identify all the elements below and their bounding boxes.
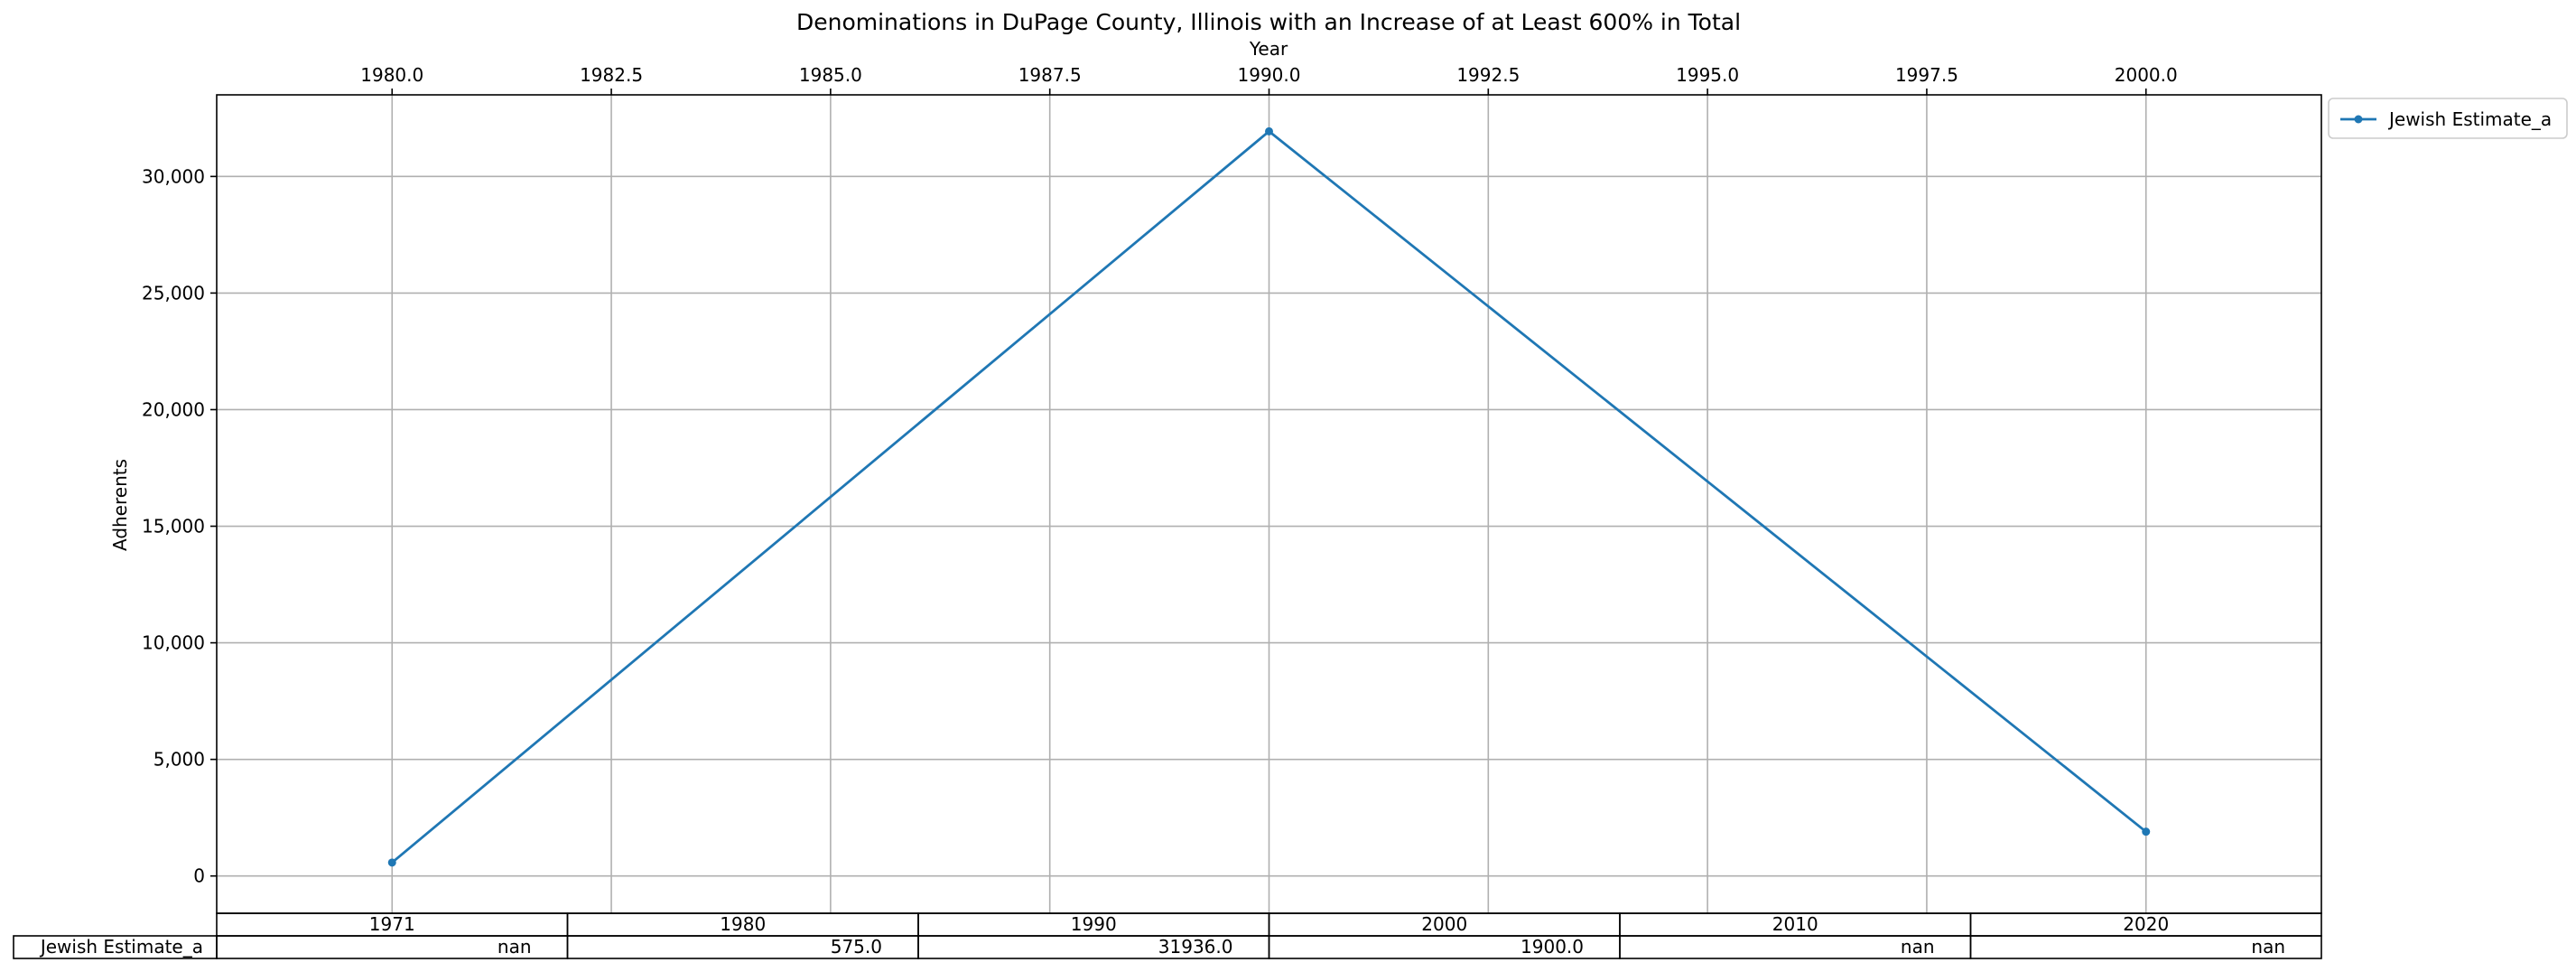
table-cell-value: 575.0	[831, 936, 882, 958]
y-tick-label: 30,000	[142, 165, 205, 187]
legend: Jewish Estimate_a	[2328, 98, 2568, 139]
table-header-text: 1990	[1071, 913, 1117, 935]
data-table: 1971 1980 1990 2000 2010 2020 Jewish Estimate_…	[13, 912, 2322, 959]
data-point	[1265, 126, 1273, 136]
table-cell-value: nan	[1901, 936, 1935, 958]
x-tick-label: 1992.5	[1456, 64, 1520, 86]
y-tick-label: 15,000	[142, 516, 205, 537]
x-tick-label: 1980.0	[360, 64, 423, 86]
table-cell-value: 1900.0	[1520, 936, 1584, 958]
data-point	[387, 858, 396, 867]
table-cell-value: nan	[498, 936, 532, 958]
grid-layer	[217, 95, 2321, 913]
table-header-text: 2010	[1772, 913, 1818, 935]
x-tick-label: 1987.5	[1018, 64, 1082, 86]
y-tick-label: 0	[193, 865, 205, 887]
table-cell-value: nan	[2251, 936, 2285, 958]
y-tick-label: 25,000	[142, 282, 205, 304]
x-tick-label: 1990.0	[1238, 64, 1301, 86]
table-cell	[1969, 935, 2322, 959]
legend-box	[2328, 98, 2568, 139]
x-tick-label: 1997.5	[1895, 64, 1958, 86]
table-cell-value: 31936.0	[1158, 936, 1233, 958]
chart-title: Denominations in DuPage County, Illinois…	[796, 9, 1741, 35]
x-tick-label: 1985.0	[799, 64, 862, 86]
table-header-text: 2020	[2123, 913, 2169, 935]
table-row-label: Jewish Estimate_a	[39, 936, 203, 958]
x-tick-label: 1995.0	[1676, 64, 1739, 86]
y-axis-label: Adherents	[109, 459, 131, 551]
y-tick-label: 5,000	[153, 749, 205, 771]
table-header-text: 2000	[1421, 913, 1467, 935]
table-header-text: 1980	[720, 913, 766, 935]
x-axis-label: Year	[1249, 38, 1288, 60]
y-ticks: 0 5,000 10,000 15,000 20,000 25,000 30,000	[142, 165, 217, 887]
y-tick-label: 10,000	[142, 632, 205, 654]
table-header-text: 1971	[369, 913, 415, 935]
x-tick-label: 2000.0	[2115, 64, 2178, 86]
legend-marker-swatch	[2354, 115, 2363, 124]
legend-label: Jewish Estimate_a	[2387, 108, 2552, 130]
data-point	[2142, 827, 2151, 836]
x-ticks: 1980.0 1982.5 1985.0 1987.5 1990.0 1992.5 1995…	[360, 64, 2178, 95]
series-layer	[387, 126, 2151, 867]
x-tick-label: 1982.5	[580, 64, 643, 86]
y-tick-label: 20,000	[142, 398, 205, 420]
